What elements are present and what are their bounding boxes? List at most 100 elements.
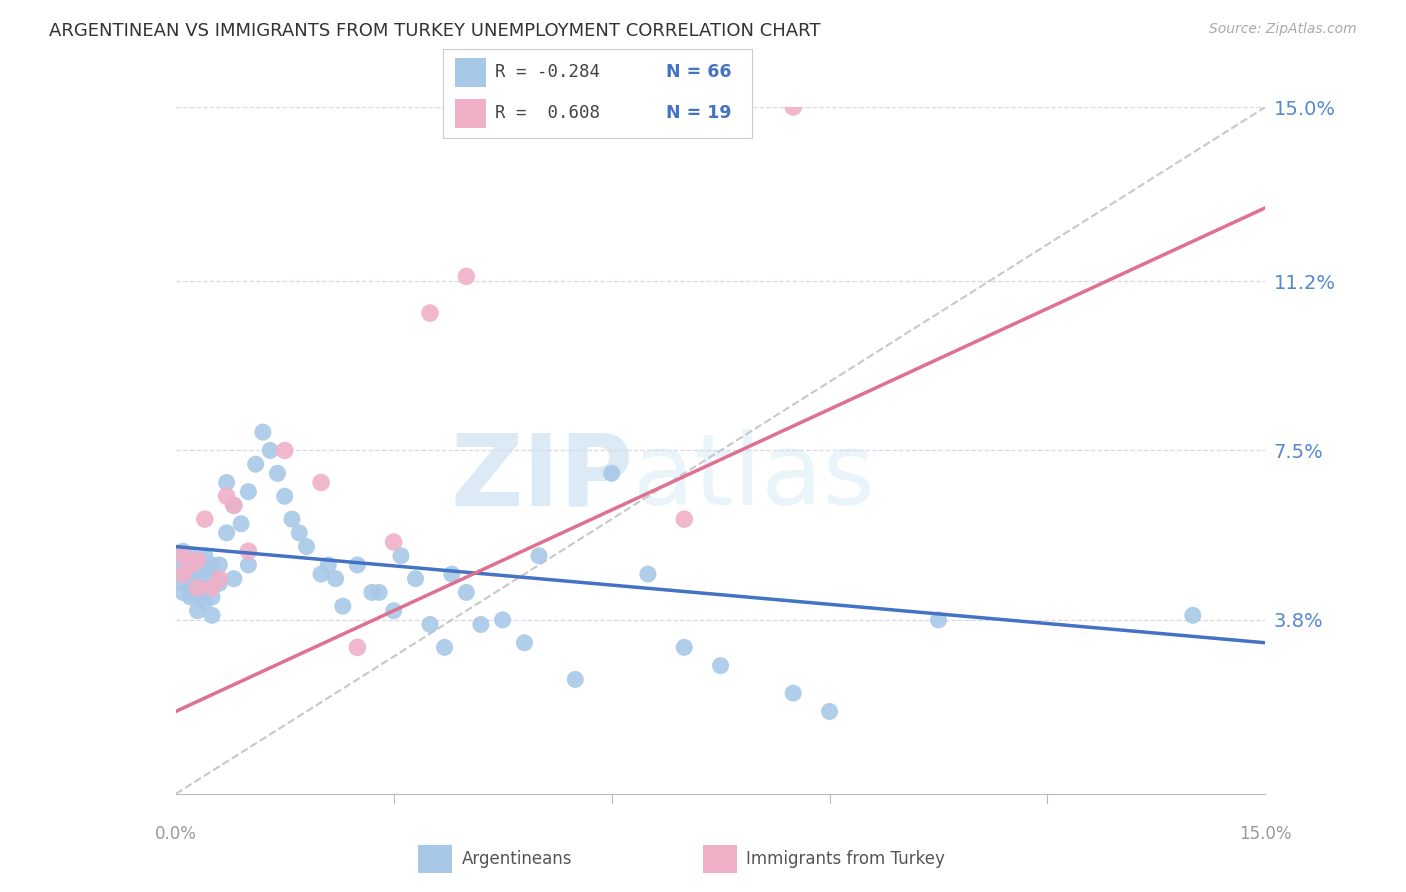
Point — [259, 443, 281, 458]
Point — [1181, 608, 1204, 623]
Point — [186, 576, 209, 591]
Point — [231, 516, 253, 531]
Point — [222, 572, 245, 586]
Point — [818, 705, 841, 719]
Text: ARGENTINEAN VS IMMIGRANTS FROM TURKEY UNEMPLOYMENT CORRELATION CHART: ARGENTINEAN VS IMMIGRANTS FROM TURKEY UN… — [49, 22, 821, 40]
Point — [194, 594, 217, 608]
Point — [673, 512, 696, 526]
Bar — [456, 58, 486, 87]
Point — [194, 549, 217, 563]
Point — [201, 608, 224, 623]
Text: 15.0%: 15.0% — [1239, 825, 1292, 843]
Point — [274, 443, 297, 458]
Point — [172, 544, 194, 558]
Point — [368, 585, 391, 599]
Point — [288, 525, 311, 540]
Point — [238, 558, 260, 572]
Point — [222, 499, 245, 513]
Point — [208, 558, 231, 572]
Point — [440, 567, 463, 582]
Point — [309, 567, 332, 582]
Text: R = -0.284: R = -0.284 — [495, 63, 600, 81]
Point — [928, 613, 950, 627]
Point — [186, 590, 209, 604]
Point — [222, 499, 245, 513]
Point — [295, 540, 318, 554]
Point — [252, 425, 274, 439]
Point — [346, 558, 368, 572]
Point — [325, 572, 347, 586]
Point — [710, 658, 733, 673]
Point — [266, 467, 288, 481]
Point — [172, 567, 194, 582]
Point — [419, 617, 441, 632]
Text: R =  0.608: R = 0.608 — [495, 104, 600, 122]
Text: Immigrants from Turkey: Immigrants from Turkey — [747, 849, 945, 868]
Point — [201, 581, 224, 595]
Bar — [456, 99, 486, 128]
Point — [179, 549, 201, 563]
Point — [782, 100, 804, 114]
Point — [186, 562, 209, 576]
Point — [179, 558, 201, 572]
Point — [179, 590, 201, 604]
Point — [456, 585, 478, 599]
Point — [564, 673, 586, 687]
Point — [513, 636, 536, 650]
Point — [782, 686, 804, 700]
Bar — [419, 845, 453, 872]
Point — [238, 544, 260, 558]
Point — [186, 553, 209, 567]
Point — [281, 512, 304, 526]
Point — [172, 558, 194, 572]
Point — [194, 512, 217, 526]
Point — [274, 489, 297, 503]
Point — [318, 558, 340, 572]
Point — [179, 572, 201, 586]
Point — [201, 572, 224, 586]
Point — [673, 640, 696, 655]
Point — [215, 475, 238, 490]
Text: Argentineans: Argentineans — [461, 849, 572, 868]
Point — [419, 306, 441, 320]
Point — [179, 558, 201, 572]
Point — [208, 576, 231, 591]
Point — [470, 617, 492, 632]
Point — [389, 549, 412, 563]
Point — [201, 590, 224, 604]
Point — [172, 576, 194, 591]
Text: ZIP: ZIP — [450, 429, 633, 526]
Point — [194, 562, 217, 576]
Point — [186, 604, 209, 618]
Point — [456, 269, 478, 284]
Text: N = 19: N = 19 — [665, 104, 731, 122]
Text: atlas: atlas — [633, 429, 875, 526]
Point — [238, 484, 260, 499]
Point — [360, 585, 382, 599]
Point — [332, 599, 354, 614]
Point — [186, 581, 209, 595]
Point — [433, 640, 456, 655]
Point — [208, 572, 231, 586]
Point — [215, 525, 238, 540]
Point — [194, 581, 217, 595]
Point — [186, 553, 209, 567]
Point — [172, 549, 194, 563]
Point — [309, 475, 332, 490]
Point — [492, 613, 515, 627]
Text: Source: ZipAtlas.com: Source: ZipAtlas.com — [1209, 22, 1357, 37]
Point — [637, 567, 659, 582]
Bar — [703, 845, 737, 872]
Point — [172, 567, 194, 582]
Point — [172, 585, 194, 599]
Text: 0.0%: 0.0% — [155, 825, 197, 843]
Point — [245, 457, 267, 471]
Point — [527, 549, 550, 563]
Point — [201, 558, 224, 572]
Point — [382, 604, 405, 618]
Point — [405, 572, 427, 586]
Point — [215, 489, 238, 503]
Point — [346, 640, 368, 655]
Text: N = 66: N = 66 — [665, 63, 731, 81]
Point — [600, 467, 623, 481]
